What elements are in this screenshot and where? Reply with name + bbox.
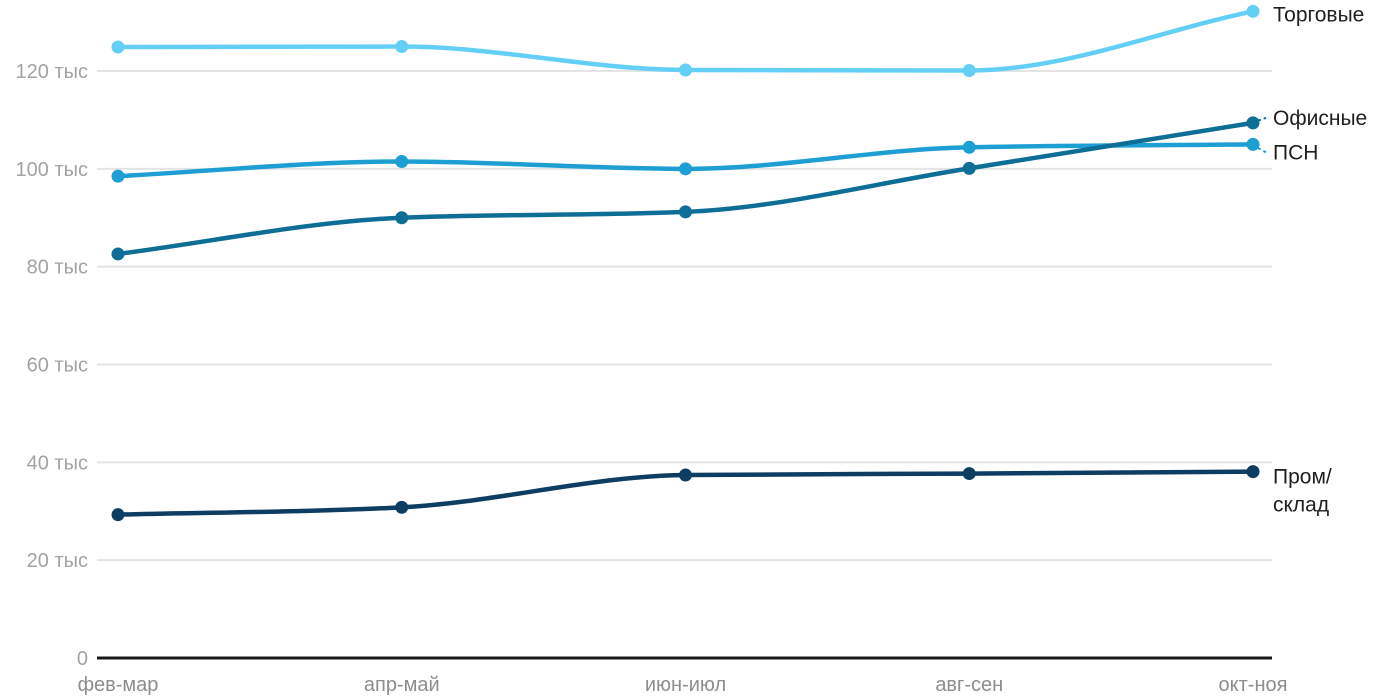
data-point[interactable] bbox=[1246, 4, 1260, 18]
data-point[interactable] bbox=[395, 40, 409, 54]
series-line bbox=[115, 120, 1256, 257]
data-point[interactable] bbox=[111, 247, 125, 261]
y-tick-label: 120 тыс bbox=[16, 61, 88, 83]
data-point[interactable] bbox=[395, 211, 409, 225]
data-point[interactable] bbox=[1246, 137, 1260, 151]
leader-line bbox=[1257, 147, 1267, 154]
data-point[interactable] bbox=[1246, 116, 1260, 130]
data-point[interactable] bbox=[679, 205, 692, 219]
x-category-label: авг-сен bbox=[935, 674, 1003, 696]
series-label: ПСН bbox=[1273, 141, 1318, 164]
data-point[interactable] bbox=[679, 468, 692, 482]
y-tick-label: 100 тыс bbox=[16, 159, 88, 181]
data-point[interactable] bbox=[962, 140, 976, 154]
series-line bbox=[115, 9, 1256, 73]
y-tick-label: 20 тыс bbox=[27, 550, 88, 572]
data-point[interactable] bbox=[1246, 465, 1260, 479]
data-point[interactable] bbox=[395, 154, 409, 168]
x-category-label: фев-мар bbox=[78, 674, 159, 696]
data-point[interactable] bbox=[395, 500, 409, 514]
y-tick-label: 80 тыс bbox=[27, 257, 88, 279]
data-point[interactable] bbox=[679, 63, 692, 77]
data-point[interactable] bbox=[962, 161, 976, 175]
series-label: Офисные bbox=[1273, 107, 1367, 130]
x-category-label: июн-июл bbox=[645, 674, 726, 696]
data-point[interactable] bbox=[111, 169, 125, 183]
data-point[interactable] bbox=[111, 508, 125, 522]
data-point[interactable] bbox=[962, 467, 976, 481]
series-label: Торговые bbox=[1273, 3, 1364, 26]
leader-line bbox=[1257, 116, 1267, 122]
y-tick-label: 40 тыс bbox=[27, 452, 88, 474]
series-label: Пром/ bbox=[1273, 466, 1332, 489]
x-category-label: апр-май bbox=[364, 674, 440, 696]
data-point[interactable] bbox=[962, 64, 976, 78]
y-tick-label: 60 тыс bbox=[27, 354, 88, 376]
y-tick-label: 0 bbox=[77, 648, 88, 670]
data-point[interactable] bbox=[111, 40, 125, 54]
x-category-label: окт-ноя bbox=[1219, 674, 1288, 696]
series-label: склад bbox=[1273, 494, 1329, 517]
data-point[interactable] bbox=[679, 162, 692, 176]
